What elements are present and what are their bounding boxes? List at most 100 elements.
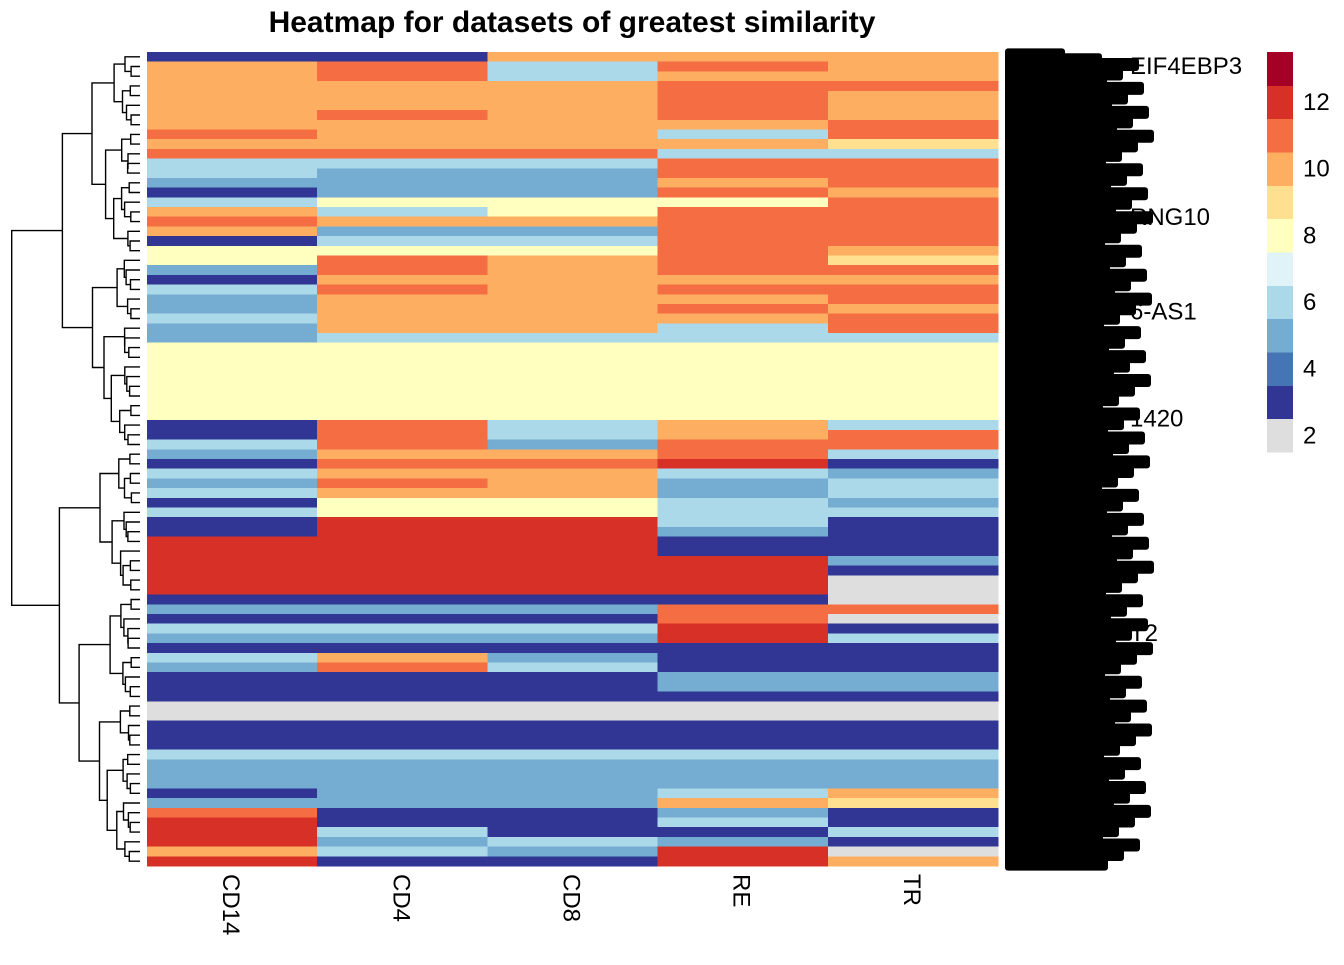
dendrogram-branch [129, 821, 140, 833]
dendrogram-branch [58, 507, 100, 704]
heatmap-cell [487, 255, 659, 266]
heatmap-cell [317, 778, 488, 790]
heatmap-cell [657, 594, 829, 605]
heatmap-cell [317, 81, 488, 92]
heatmap-cell [317, 575, 488, 586]
heatmap-cell [487, 313, 659, 324]
row-label: RNG10 [1130, 204, 1210, 231]
legend-color-bin [1267, 118, 1293, 153]
heatmap-cell [487, 788, 659, 799]
heatmap-cell [487, 362, 659, 373]
heatmap-cell [657, 478, 829, 489]
heatmap-cell [317, 129, 488, 140]
heatmap-cell [827, 255, 999, 266]
legend-color-bin [1267, 152, 1293, 186]
heatmap-cell [487, 594, 659, 605]
heatmap-cell [657, 236, 829, 247]
heatmap-cell [317, 497, 488, 509]
heatmap-cell [657, 400, 829, 412]
heatmap-cell [657, 488, 829, 499]
heatmap-cell [657, 759, 829, 770]
heatmap-cell [317, 352, 488, 363]
heatmap-cell [147, 294, 318, 305]
heatmap-cell [487, 197, 659, 208]
heatmap-cell [147, 255, 318, 266]
heatmap-cell [657, 207, 829, 218]
heatmap-cell [317, 371, 488, 383]
row-dendrogram [11, 56, 140, 862]
heatmap-cell [657, 90, 829, 102]
heatmap-cell [657, 604, 829, 615]
heatmap-cell [657, 507, 829, 518]
heatmap-cell [147, 333, 318, 344]
dendrogram-branch [127, 627, 140, 644]
heatmap-cell [147, 594, 318, 605]
heatmap-cell [147, 681, 318, 693]
heatmap-cell [317, 110, 488, 121]
heatmap-cell [147, 769, 318, 780]
heatmap-cell [317, 701, 488, 712]
heatmap-cell [317, 730, 488, 741]
heatmap-cell [317, 856, 488, 867]
heatmap-cell [657, 856, 829, 867]
heatmap-cell [827, 604, 999, 615]
heatmap-cell [487, 778, 659, 790]
heatmap-cell [317, 255, 488, 266]
color-legend: 2 4 6 8 10 12 [1267, 52, 1330, 453]
heatmap-cell [147, 623, 318, 635]
heatmap-cell [827, 342, 999, 353]
heatmap-cell [487, 323, 659, 334]
heatmap-cell [147, 633, 318, 644]
heatmap-cell [657, 255, 829, 266]
heatmap-cell [657, 652, 829, 664]
heatmap-cell [487, 139, 659, 150]
heatmap-cell [317, 207, 488, 218]
dendrogram-branch [130, 657, 140, 668]
heatmap-cell [827, 371, 999, 383]
heatmap-cell [487, 643, 659, 654]
legend-color-bin [1267, 218, 1293, 253]
dendrogram-branch [123, 327, 140, 346]
heatmap-cell [827, 90, 999, 102]
heatmap-cell [147, 643, 318, 654]
heatmap-cell [487, 371, 659, 383]
dendrogram-branch [98, 721, 121, 801]
dendrogram-branch [118, 458, 130, 489]
dendrogram-branch [110, 374, 125, 423]
dendrogram-branch [123, 259, 140, 278]
heatmap-cell [147, 177, 318, 189]
heatmap-cell [487, 391, 659, 402]
heatmap-cell [657, 303, 829, 315]
heatmap-cell [657, 381, 829, 392]
heatmap-cell [657, 468, 829, 479]
dendrogram-branch [127, 531, 140, 543]
heatmap-cell [147, 110, 318, 121]
heatmap-cell [147, 720, 318, 731]
heatmap-cell [147, 788, 318, 799]
heatmap-cell [657, 730, 829, 741]
heatmap-cell [317, 100, 488, 111]
heatmap-cell [487, 672, 659, 683]
heatmap-cell [827, 245, 999, 257]
heatmap-cell [317, 623, 488, 635]
heatmap-cell [827, 497, 999, 509]
heatmap-cell [487, 546, 659, 557]
heatmap-cell [317, 681, 488, 693]
heatmap-cell [827, 400, 999, 412]
heatmap-cell [657, 749, 829, 760]
dendrogram-branch [122, 564, 131, 586]
heatmap-cell [147, 749, 318, 760]
heatmap-cell [827, 555, 999, 567]
heatmap-cell [147, 856, 318, 867]
heatmap-cell [147, 129, 318, 140]
legend-tick-label: 6 [1303, 289, 1316, 316]
heatmap-cell [147, 575, 318, 586]
heatmap-cell [487, 759, 659, 770]
heatmap-cell [827, 410, 999, 421]
legend-tick-label: 2 [1303, 422, 1316, 449]
heatmap-cell [657, 177, 829, 189]
heatmap-cell [657, 836, 829, 848]
heatmap-cell [487, 565, 659, 576]
heatmap-cell [147, 672, 318, 683]
heatmap-cell [657, 740, 829, 751]
